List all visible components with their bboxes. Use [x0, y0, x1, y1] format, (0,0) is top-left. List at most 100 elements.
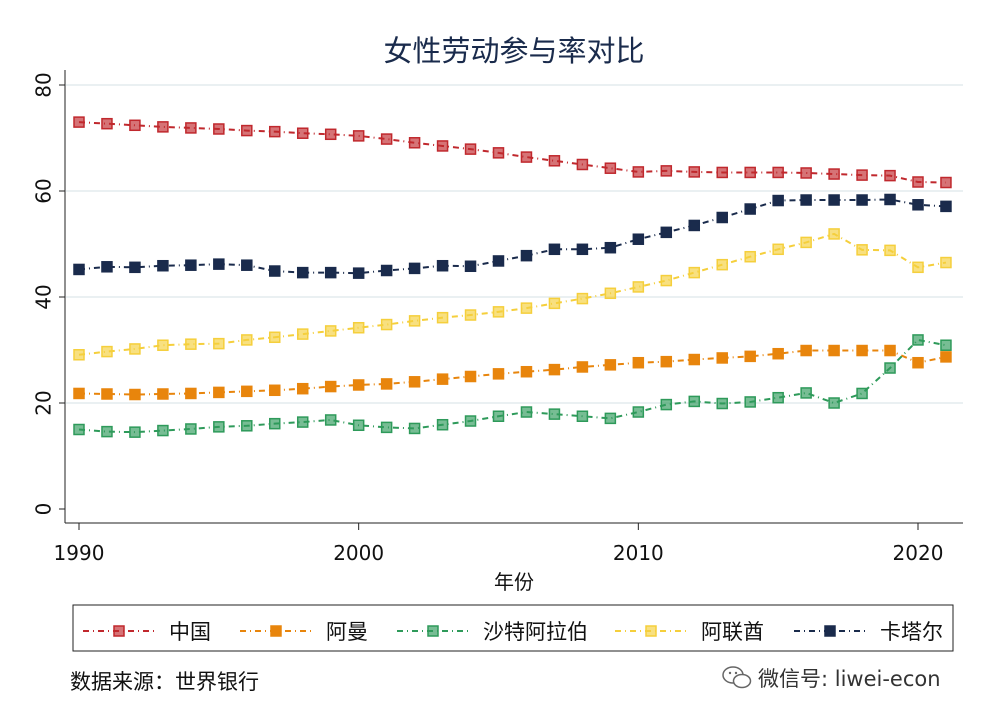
data-point: [800, 236, 812, 249]
data-point: [241, 259, 253, 271]
data-point: [157, 121, 169, 133]
data-point: [213, 337, 225, 350]
legend-marker: [113, 625, 125, 637]
data-point: [324, 325, 337, 337]
data-point: [213, 123, 225, 135]
data-point: [604, 241, 617, 254]
data-point: [492, 306, 505, 318]
legend-label: 卡塔尔: [880, 620, 943, 644]
data-point: [828, 344, 840, 357]
data-point: [101, 345, 113, 358]
data-point: [772, 166, 784, 179]
series-line: [78, 198, 947, 275]
data-point: [576, 243, 589, 256]
data-point: [856, 169, 868, 181]
data-point: [716, 211, 728, 224]
data-point: [296, 127, 309, 139]
data-point: [185, 122, 197, 134]
data-point: [800, 387, 812, 399]
data-point: [744, 203, 756, 215]
data-point: [129, 343, 141, 355]
data-point: [269, 331, 281, 344]
data-point: [828, 168, 840, 180]
legend-box: [72, 604, 954, 652]
data-point: [73, 387, 85, 400]
x-tick-label: 2020: [893, 541, 944, 565]
data-point: [352, 267, 365, 279]
data-point: [73, 116, 85, 128]
data-point: [716, 352, 728, 364]
data-point: [185, 259, 197, 271]
legend-item: 阿联酋: [615, 620, 764, 644]
data-point: [408, 422, 421, 435]
data-point: [296, 416, 309, 428]
data-point: [828, 194, 840, 206]
data-point: [856, 194, 868, 206]
wechat-icon: [722, 666, 752, 689]
data-point: [129, 388, 141, 401]
data-point: [884, 244, 896, 257]
data-point: [800, 167, 812, 179]
data-point: [269, 125, 281, 138]
data-point: [324, 128, 337, 141]
data-point: [157, 424, 169, 437]
data-point: [688, 266, 701, 279]
data-point: [408, 262, 421, 275]
data-point: [912, 261, 924, 274]
data-point: [492, 255, 505, 267]
data-point: [185, 387, 197, 400]
legend-label: 中国: [169, 620, 211, 644]
data-point: [101, 117, 113, 130]
source-note: 数据来源：世界银行: [70, 670, 259, 694]
data-point: [688, 395, 701, 408]
series-2: [73, 334, 952, 438]
data-point: [269, 417, 281, 430]
series-line: [78, 121, 946, 184]
data-point: [744, 166, 756, 179]
data-point: [660, 398, 673, 411]
data-point: [185, 423, 197, 435]
data-point: [800, 194, 812, 206]
series-0: [73, 116, 952, 189]
data-point: [101, 388, 113, 400]
data-point: [632, 281, 645, 293]
data-point: [800, 344, 812, 357]
y-tick-label: 40: [32, 284, 56, 309]
data-point: [576, 410, 589, 422]
data-point: [436, 259, 449, 272]
data-point: [73, 349, 85, 361]
series-4: [73, 193, 952, 279]
data-point: [157, 388, 169, 400]
data-point: [744, 396, 756, 408]
data-point: [129, 261, 141, 274]
data-point: [688, 353, 701, 366]
data-point: [632, 356, 645, 369]
data-point: [660, 274, 673, 287]
data-point: [73, 423, 85, 436]
watermark-text: 微信号: liwei-econ: [758, 667, 941, 691]
data-point: [744, 350, 756, 363]
data-point: [464, 143, 477, 155]
data-point: [296, 266, 309, 279]
data-point: [492, 368, 505, 380]
y-tick-label: 0: [32, 503, 56, 516]
data-point: [380, 318, 393, 331]
data-point: [940, 339, 952, 351]
data-point: [884, 169, 896, 182]
data-point: [157, 339, 169, 351]
data-point: [352, 321, 365, 334]
data-point: [884, 193, 896, 206]
data-point: [716, 166, 728, 179]
data-point: [380, 133, 393, 145]
data-point: [548, 297, 561, 310]
data-point: [912, 199, 924, 211]
data-point: [352, 419, 365, 432]
data-point: [408, 137, 421, 149]
data-point: [632, 166, 645, 178]
series-3: [73, 228, 952, 361]
data-point: [129, 426, 141, 438]
series-line: [78, 338, 947, 434]
legend-item: 中国: [83, 620, 211, 644]
legend-item: 卡塔尔: [794, 620, 943, 644]
